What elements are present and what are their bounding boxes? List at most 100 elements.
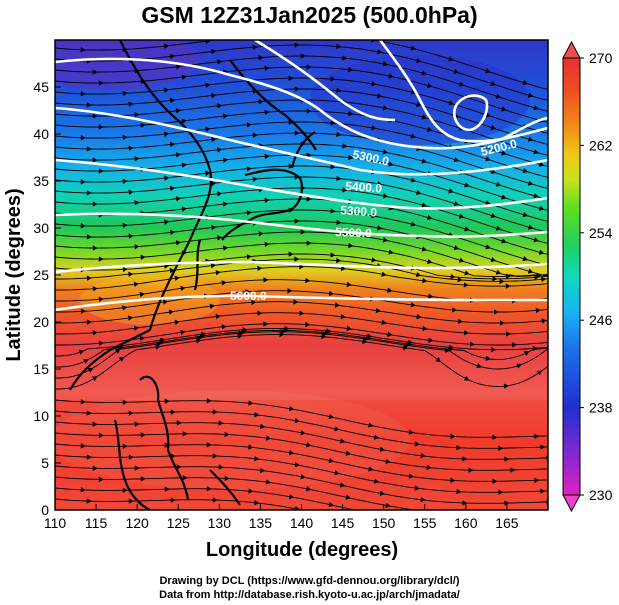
streamline-arrow [264,241,270,247]
streamline-arrow [294,130,300,136]
streamline [55,334,548,390]
streamline-arrow [306,152,312,158]
streamline-arrow [408,473,414,479]
streamline-arrow [458,257,465,263]
streamline-arrow [402,344,409,351]
streamline-arrow [169,141,176,148]
streamline-arrow [259,423,266,429]
streamline-arrow [457,277,463,283]
streamline [55,132,548,189]
streamline-arrow [294,256,300,262]
streamline-arrow [122,443,128,449]
streamline-arrow [92,69,98,75]
streamline-arrow [345,450,351,456]
streamline-arrow [410,177,417,183]
streamline-arrow [328,413,335,420]
streamline-arrow [289,32,293,36]
streamline-arrow [422,277,428,284]
streamline-arrow [387,287,393,293]
streamline-arrow [306,240,312,246]
streamline-arrow [330,252,336,258]
y-tick-label: 15 [33,361,49,377]
y-tick-label: 0 [41,502,49,518]
streamline-arrow [164,131,170,137]
streamline-arrow [421,246,428,252]
streamline-arrow [328,290,335,297]
streamline-arrow [490,256,497,262]
streamline-arrow [181,162,187,168]
x-tick-label: 165 [495,515,519,531]
streamline-arrow [92,113,98,119]
x-tick-label: 150 [372,515,396,531]
streamline-arrow [92,286,98,292]
streamline-arrow [511,342,517,348]
streamline-arrow [86,454,92,460]
streamline-arrow [306,486,312,492]
streamline-arrow [458,81,465,87]
streamline-arrow [288,493,295,500]
streamline-arrow [221,280,227,286]
streamline-arrow [485,244,491,250]
streamline-arrow [98,340,104,346]
streamline-arrow [92,157,98,163]
streamline-arrow [426,82,433,89]
streamline-arrow [162,299,169,305]
streamline-arrow [218,420,224,426]
streamline-arrow [206,398,212,404]
streamline-arrow [288,405,295,412]
streamline-arrow [98,168,104,174]
streamline-arrow [381,271,387,277]
streamline-arrow [222,245,229,251]
streamline-arrow [164,486,170,492]
streamline-arrow [212,497,218,503]
streamline-arrow [321,333,327,340]
streamline-arrow [205,126,211,132]
streamline [55,99,548,156]
streamline-arrow [373,434,380,440]
streamline-arrow [209,303,215,310]
x-tick-label: 140 [290,515,314,531]
streamline-arrow [371,125,377,131]
y-tick-label: 25 [33,267,49,283]
streamline-arrow [215,270,221,276]
streamline-arrow [533,237,539,243]
streamline-arrow [133,325,140,332]
streamline-arrow [340,265,346,272]
streamline-arrow [246,166,252,172]
y-tick-label: 45 [33,79,49,95]
streamline-arrow [485,355,491,361]
colorbar-tick-label: 270 [589,50,613,66]
streamline-arrow [288,251,294,257]
streamline-arrow [410,133,417,139]
streamline-arrow [463,330,469,336]
streamline-arrow [456,445,462,451]
streamline-arrow [451,307,458,313]
streamline-arrow [170,497,176,503]
streamline-arrow [92,201,98,207]
streamline-arrow [362,338,368,344]
streamline-arrow [538,205,545,211]
streamline-arrow [169,53,176,60]
streamline [55,220,548,276]
streamline-arrow [288,75,294,81]
streamline-arrow [463,375,470,381]
streamline [55,290,548,313]
streamline-arrow [170,409,176,415]
streamline-arrow [522,211,528,218]
streamline-arrow [336,131,342,138]
y-tick-label: 40 [33,126,49,142]
streamline-arrow [217,59,223,65]
streamline-arrow [426,214,433,221]
streamline-arrow [258,99,264,105]
streamline-arrow [294,218,300,224]
streamline-arrow [371,213,377,219]
colorbar-tick-label: 254 [589,225,613,241]
streamline-arrow [426,464,432,470]
streamline-arrow [254,499,260,506]
streamline-arrow [421,114,428,120]
streamline [55,121,548,178]
streamline [55,176,548,233]
streamline-arrow [388,161,394,167]
streamline-arrow [211,180,217,187]
streamline-arrow [80,308,86,315]
